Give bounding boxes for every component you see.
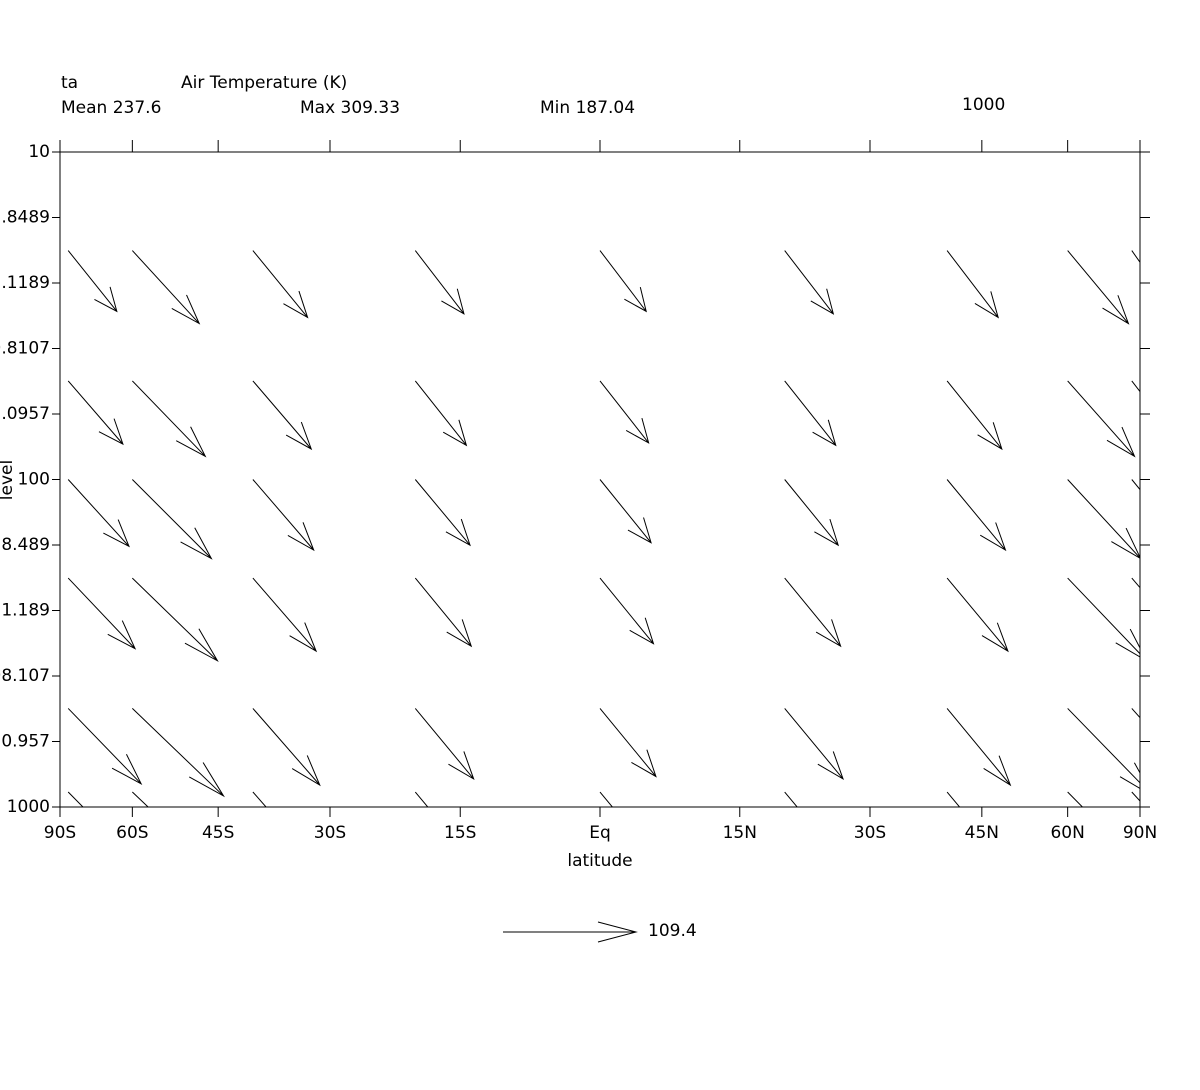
vector-arrow (67, 708, 143, 785)
vector-arrow (414, 380, 468, 447)
max-stat: Max 309.33 (300, 98, 400, 118)
vector-arrow (784, 708, 844, 781)
y-tick-label: 630.957 (0, 731, 50, 751)
vector-arrow (1131, 250, 1140, 264)
vector-arrow (784, 479, 840, 547)
vector-arrow (1067, 250, 1130, 325)
reference-arrow (503, 921, 638, 943)
vector-arrow (131, 380, 207, 458)
vector-arrow (131, 708, 225, 798)
vector-arrow (784, 250, 835, 315)
vector-arrow (599, 380, 650, 444)
y-axis-label: level (0, 460, 17, 500)
level-value: 1000 (962, 95, 1005, 115)
vector-arrow (252, 380, 313, 451)
vector-arrow (599, 577, 655, 645)
vector-arrow (946, 250, 999, 319)
x-tick-label: 30S (854, 823, 886, 843)
vector-arrow (252, 577, 318, 653)
vector-arrow (946, 479, 1007, 552)
y-tick-label: 25.1189 (0, 273, 50, 293)
x-tick-label: 30S (314, 823, 346, 843)
variable-name: ta (61, 73, 78, 93)
mean-stat: Mean 237.6 (61, 98, 161, 118)
x-tick-label: 60S (116, 823, 148, 843)
y-tick-label: 63.0957 (0, 404, 50, 424)
x-tick-label: 45S (202, 823, 234, 843)
vector-arrow (252, 708, 321, 787)
reference-vector: 109.4 (503, 921, 697, 943)
vector-arrow (252, 250, 309, 319)
x-tick-label: 90N (1123, 823, 1157, 843)
vector-arrow (131, 250, 201, 325)
vector-arrow (131, 479, 213, 560)
vector-arrow (414, 708, 475, 781)
y-tick-label: 158.489 (0, 535, 50, 555)
vector-arrow (67, 791, 84, 807)
vector-arrow (946, 708, 1012, 787)
vector-field (67, 250, 1140, 807)
x-tick-label: 15S (444, 823, 476, 843)
y-tick-label: 398.107 (0, 666, 50, 686)
vector-arrow (252, 479, 315, 552)
vector-arrow (946, 577, 1009, 653)
x-tick-label: Eq (589, 823, 611, 843)
reference-label: 109.4 (648, 921, 697, 941)
vector-arrow (67, 380, 124, 446)
vector-arrow (1067, 479, 1140, 559)
vector-arrow (599, 479, 652, 544)
vector-arrow (784, 577, 842, 648)
y-tick-label: 1000 (7, 797, 50, 817)
vector-arrow (1067, 708, 1140, 790)
vector-arrow (946, 380, 1003, 451)
vector-arrow (414, 791, 429, 807)
vector-arrow (67, 577, 137, 650)
vector-arrow (784, 791, 798, 807)
vector-arrow (131, 577, 219, 663)
vector-arrow (599, 791, 614, 807)
vector-arrow (67, 250, 118, 313)
vector-arrow (599, 708, 657, 778)
vector-arrow (67, 479, 130, 548)
vector-arrow (1067, 577, 1140, 658)
vector-arrow (599, 250, 647, 313)
x-tick-label: 90S (44, 823, 76, 843)
vector-arrow (946, 791, 961, 807)
vector-arrow (414, 479, 471, 547)
x-tick-label: 60N (1050, 823, 1084, 843)
x-tick-label: 15N (723, 823, 757, 843)
vector-arrow (252, 791, 267, 807)
vector-arrow (784, 380, 837, 447)
vector-arrow (414, 250, 465, 315)
y-tick-label: 10 (28, 142, 50, 162)
y-tick-label: 100 (18, 470, 50, 490)
x-axis-label: latitude (567, 851, 632, 871)
y-tick-label: 251.189 (0, 601, 50, 621)
chart-title: Air Temperature (K) (181, 73, 347, 93)
vector-arrow (1067, 380, 1136, 458)
y-tick-label: 39.8107 (0, 338, 50, 358)
vector-arrow (414, 577, 473, 648)
min-stat: Min 187.04 (540, 98, 635, 118)
y-tick-label: 15.8489 (0, 207, 50, 227)
axes: 90S 60S 45S 30S 15S Eq 15N 30S 45N 60N 90N 10 15.848… (0, 140, 1157, 843)
x-tick-label: 45N (965, 823, 999, 843)
